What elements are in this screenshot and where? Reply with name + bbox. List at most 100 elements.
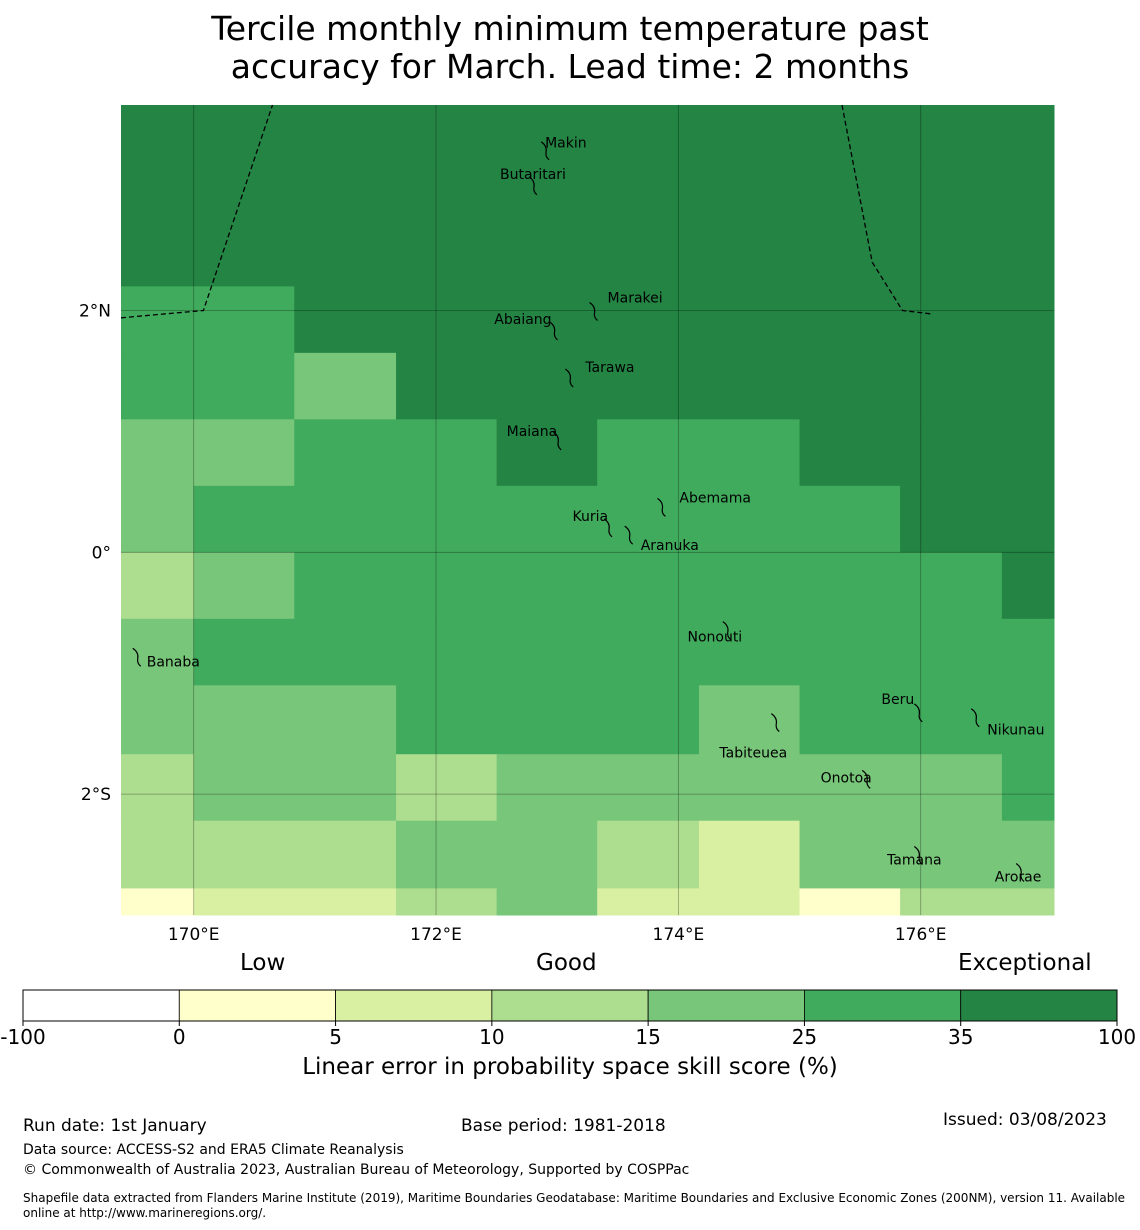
grid-cell (597, 820, 700, 889)
island-outline (722, 621, 732, 641)
islands: Makin Butaritari Marakei Abaiang Tarawa Maian… (132, 136, 1044, 885)
lat-tick-label: 0° (92, 543, 111, 563)
grid-cell (193, 754, 397, 822)
grid-cell (294, 419, 498, 487)
island-label: Marakei (608, 291, 663, 307)
island-label: Tabiteuea (718, 746, 787, 762)
colorbar-category-good: Good (536, 950, 597, 976)
grid-cell (396, 685, 700, 755)
colorbar-tick-label: 0 (173, 1025, 186, 1049)
grid-cell (294, 352, 397, 420)
grid-cell (900, 888, 1055, 916)
island-outline (1015, 862, 1025, 882)
title-line-1: Tercile monthly minimum temperature past (211, 9, 929, 48)
colorbar-category-exceptional: Exceptional (958, 950, 1092, 976)
island-outline (624, 525, 634, 545)
shapefile-attribution: Shapefile data extracted from Flanders M… (23, 1191, 1138, 1221)
grid-cell (294, 286, 1055, 354)
island-label: Maiana (507, 424, 558, 440)
grid-cell (121, 552, 195, 620)
island-outline (528, 176, 538, 196)
island-outline (564, 368, 574, 388)
island-outline (913, 703, 923, 723)
colorbar-segment (804, 989, 962, 1022)
grid-cell (597, 888, 801, 916)
colorbar-tick-label: -100 (0, 1025, 45, 1049)
grid-cell (193, 552, 295, 620)
grid-cell (193, 888, 397, 916)
island-label: Butaritari (500, 167, 566, 183)
grid-cell (1001, 754, 1055, 822)
grid-cell (900, 485, 1055, 553)
island-label: Tamana (886, 853, 941, 869)
colorbar-tick-label: 35 (948, 1025, 973, 1049)
grid-cell (396, 820, 598, 889)
grid-cell (121, 618, 195, 686)
grid-cell (294, 552, 1003, 620)
run-date: Run date: 1st January (23, 1116, 207, 1136)
island-label: Tarawa (584, 360, 634, 376)
copyright: © Commonwealth of Australia 2023, Austra… (23, 1162, 690, 1178)
grid-cell (496, 419, 598, 487)
colorbar-category-low: Low (240, 950, 286, 976)
map-figure: Makin Butaritari Marakei Abaiang Tarawa Maian… (0, 104, 1136, 1049)
grid-cell (1001, 552, 1055, 620)
lon-tick-label: 170°E (168, 925, 220, 945)
island-outline (861, 769, 871, 789)
island-label: Aranuka (641, 538, 699, 554)
eez-boundary-line (841, 104, 933, 315)
axis-ticks: 170°E 172°E 174°E 176°E 2°N 0° 2°S (79, 302, 947, 945)
island-label: Abemama (679, 490, 751, 506)
grid-cell (193, 485, 901, 553)
island-outline (913, 846, 923, 866)
grid-cell (799, 419, 1055, 487)
island-label: Onotoa (821, 770, 872, 786)
colorbar-tick-label: 100 (1098, 1025, 1136, 1049)
base-period: Base period: 1981-2018 (461, 1116, 666, 1136)
colorbar-segment (647, 989, 805, 1022)
island-outline (603, 518, 613, 538)
colorbar-segment (335, 989, 493, 1022)
grid-cell (121, 419, 295, 487)
grid-cell (698, 685, 801, 755)
grid-cell (396, 888, 498, 916)
grid-cell (496, 888, 598, 916)
grid-cell (121, 105, 1055, 166)
lat-tick-label: 2°S (81, 785, 111, 805)
island-label: Beru (881, 692, 914, 708)
shapefile-line-1: Shapefile data extracted from Flanders M… (23, 1191, 1126, 1205)
colorbar: -100 0 5 10 15 25 35 100 (0, 989, 1136, 1049)
island-outline (589, 302, 598, 322)
colorbar-segment (178, 989, 336, 1022)
colorbar-frame (22, 989, 1118, 1022)
grid-cell (698, 820, 801, 889)
chart-title: Tercile monthly minimum temperature past… (0, 10, 1140, 86)
grid-cell (121, 165, 1055, 287)
colorbar-tick-label: 5 (329, 1025, 342, 1049)
eez-boundary-line (120, 104, 274, 319)
grid-cell (597, 419, 801, 487)
island-outline (540, 141, 550, 161)
grid-cell (121, 485, 195, 553)
grid-cell (799, 820, 1055, 889)
grid-cell (121, 888, 195, 916)
island-label: Makin (545, 136, 587, 152)
grid-cell (396, 754, 498, 822)
eez-boundaries (120, 104, 933, 319)
shapefile-line-2: online at http://www.marineregions.org/. (23, 1206, 267, 1220)
colorbar-segment (491, 989, 649, 1022)
island-outline (970, 708, 980, 728)
island-outline (770, 713, 780, 733)
data-source: Data source: ACCESS-S2 and ERA5 Climate … (23, 1142, 404, 1158)
island-label: Kuria (573, 509, 609, 525)
grid-cell (496, 754, 1003, 822)
lon-tick-label: 176°E (895, 925, 947, 945)
island-outline (132, 647, 142, 667)
island-label: Abaiang (494, 312, 551, 328)
island-label: Nonouti (687, 630, 742, 646)
lon-tick-label: 172°E (410, 925, 462, 945)
island-label: Nikunau (987, 723, 1044, 739)
grid-cell (193, 618, 1055, 686)
island-outline (657, 497, 666, 517)
issued-date: Issued: 03/08/2023 (943, 1110, 1107, 1130)
